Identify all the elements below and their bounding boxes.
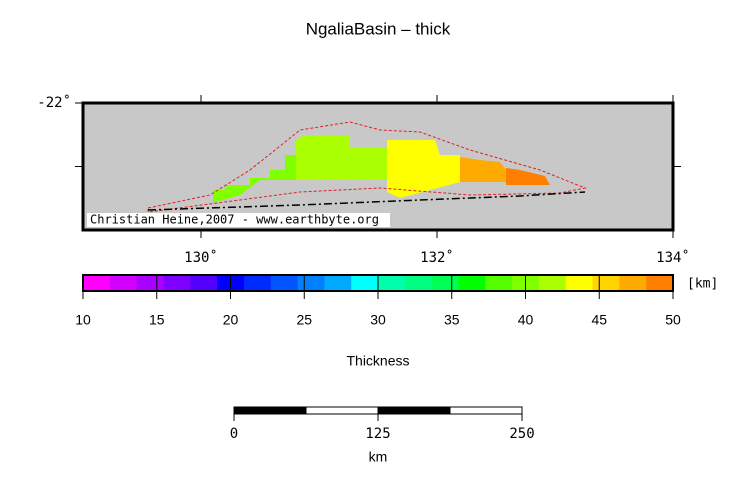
scalebar-segment — [449, 406, 523, 415]
colorbar-segment — [485, 275, 513, 291]
colorbar-tick-label: 40 — [518, 312, 534, 328]
colorbar-segment — [538, 275, 567, 291]
scalebar-segment — [377, 406, 451, 415]
colorbar-segment — [458, 275, 486, 291]
colorbar-segment — [565, 275, 594, 291]
title: NgaliaBasin – thick — [306, 19, 451, 38]
thickness-region — [296, 135, 387, 180]
colorbar-tick-label: 30 — [370, 312, 386, 328]
thickness-region — [460, 157, 506, 182]
scalebar-tick-label: 250 — [509, 426, 534, 442]
colorbar-segment — [378, 275, 406, 291]
colorbar-segment — [243, 275, 272, 291]
colorbar-segment — [431, 275, 459, 291]
scalebar-tick-label: 125 — [365, 426, 390, 442]
colorbar-segment — [351, 275, 379, 291]
colorbar-segment — [297, 275, 325, 291]
scalebar-tick-label: 0 — [230, 426, 238, 442]
scalebar-unit: km — [369, 449, 388, 465]
credit: Christian Heine,2007 - www.earthbyte.org — [90, 213, 379, 227]
colorbar-segment — [324, 275, 352, 291]
colorbar-segment — [83, 275, 111, 291]
thickness-region — [387, 140, 460, 198]
colorbar-segment — [163, 275, 191, 291]
scalebar-segment — [305, 406, 379, 415]
colorbar-segment — [619, 275, 647, 291]
colorbar-tick-label: 50 — [665, 312, 681, 328]
basin-outline — [147, 121, 587, 213]
scalebar-segment — [233, 406, 307, 415]
colorbar-segment — [190, 275, 218, 291]
colorbar-tick-label: 20 — [223, 312, 239, 328]
x-tick-label: 132˚ — [420, 249, 454, 266]
x-tick-label: 130˚ — [184, 249, 218, 266]
colorbar-tick-label: 25 — [296, 312, 312, 328]
colorbar-tick-label: 15 — [149, 312, 165, 328]
colorbar-segment — [404, 275, 433, 291]
fault-line — [147, 191, 586, 211]
colorbar-tick-label: 35 — [444, 312, 460, 328]
colorbar-tick-label: 10 — [75, 312, 91, 328]
x-tick-label: 134˚ — [656, 249, 690, 266]
colorbar-segment — [592, 275, 620, 291]
colorbar-tick-label: 45 — [591, 312, 607, 328]
y-tick-label: -22˚ — [37, 94, 71, 111]
colorbar-unit: [km] — [687, 277, 718, 292]
colorbar-label: Thickness — [346, 353, 409, 369]
axes: 130˚ 132˚ 134˚ -22˚ 10 15 20 25 30 35 40 45 50 [km] Th… — [37, 94, 718, 465]
colorbar-segment — [136, 275, 164, 291]
map: Christian Heine,2007 - www.earthbyte.org — [81, 101, 675, 232]
colorbar-segment — [270, 275, 299, 291]
thickness-region — [213, 155, 296, 203]
colorbar-segment — [646, 275, 674, 291]
colorbar-segment — [109, 275, 138, 291]
thickness-region — [506, 168, 550, 185]
credit-box — [87, 213, 390, 227]
